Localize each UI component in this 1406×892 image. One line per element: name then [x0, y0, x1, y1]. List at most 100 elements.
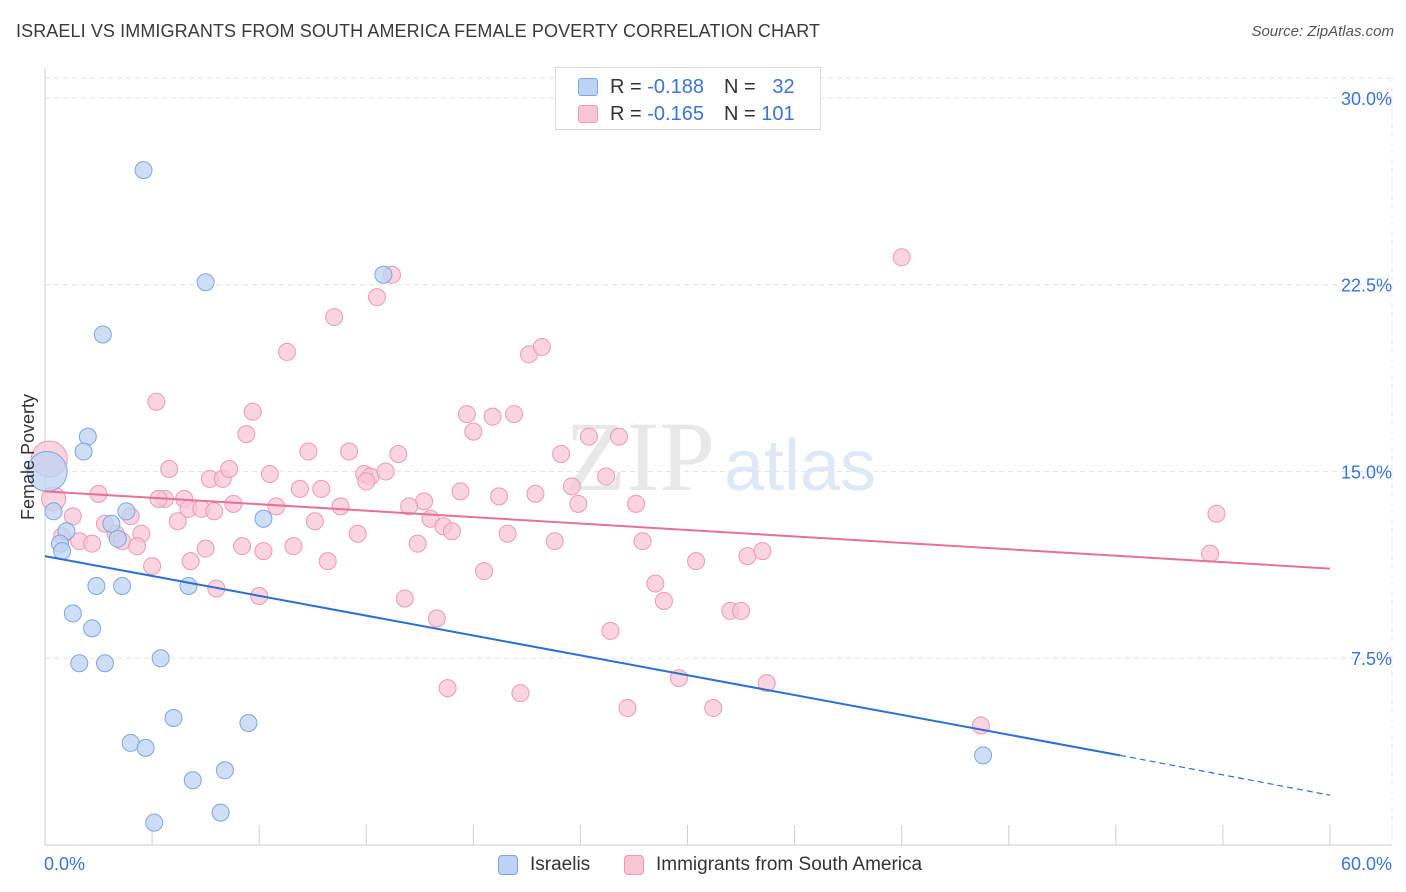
- south-america-point: [475, 562, 494, 581]
- south-america-point: [579, 427, 598, 446]
- south-america-point: [633, 532, 652, 551]
- south-america-point: [545, 532, 564, 551]
- south-america-point: [278, 342, 297, 361]
- points-layer: [26, 161, 1226, 832]
- source-label: Source: ZipAtlas.com: [1251, 23, 1394, 40]
- israelis-point: [183, 771, 202, 790]
- legend-item-south-america[interactable]: Immigrants from South America: [624, 850, 922, 880]
- r-value: -0.188: [647, 75, 704, 98]
- south-america-point: [290, 479, 309, 498]
- israelis-point: [215, 761, 234, 780]
- israelis-point: [78, 427, 97, 446]
- n-label: N =: [723, 102, 756, 125]
- x-tick-label: 0.0%: [44, 854, 85, 874]
- grid-layer: [45, 77, 1393, 845]
- south-america-point: [464, 422, 483, 441]
- israelis-point: [74, 442, 93, 461]
- south-america-point: [738, 547, 757, 566]
- tick-label-layer: 7.5% 15.0% 22.5% 30.0% 0.0% 60.0%: [44, 89, 1392, 874]
- israelis-point: [95, 654, 114, 673]
- south-america-point: [254, 542, 273, 561]
- y-tick-label: 7.5%: [1351, 649, 1392, 669]
- south-america-point: [704, 699, 723, 718]
- south-america-point: [526, 484, 545, 503]
- south-america-point: [732, 601, 751, 620]
- israelis-point: [151, 649, 170, 668]
- south-america-point: [892, 248, 911, 267]
- south-america-point: [654, 591, 673, 610]
- south-america-point: [415, 492, 434, 511]
- israelis-point: [239, 713, 258, 732]
- south-america-point: [318, 552, 337, 571]
- south-america-point: [627, 494, 646, 513]
- x-tick-label: 60.0%: [1341, 854, 1392, 874]
- r-label: R =: [610, 102, 642, 125]
- south-america-point: [1201, 544, 1220, 563]
- israelis-point: [211, 803, 230, 822]
- south-america-point: [340, 442, 359, 461]
- south-america-point: [220, 459, 239, 478]
- south-america-point: [442, 522, 461, 541]
- israelis-point: [121, 733, 140, 752]
- south-america-point: [205, 502, 224, 521]
- y-tick-label: 15.0%: [1341, 462, 1392, 482]
- south-america-point: [438, 679, 457, 698]
- south-america-point: [757, 674, 776, 693]
- israelis-point: [53, 542, 72, 561]
- south-america-point: [569, 494, 588, 513]
- south-america-point: [160, 459, 179, 478]
- south-america-point: [331, 497, 350, 516]
- south-america-point: [128, 537, 147, 556]
- chart-title: ISRAELI VS IMMIGRANTS FROM SOUTH AMERICA…: [16, 21, 821, 41]
- south-america-point: [562, 477, 581, 496]
- south-america-point: [83, 534, 102, 553]
- south-america-swatch: [624, 855, 644, 875]
- south-america-point: [395, 589, 414, 608]
- israelis-point: [179, 577, 198, 596]
- south-america-point: [601, 621, 620, 640]
- n-value: 101: [761, 102, 795, 125]
- south-america-point: [305, 512, 324, 531]
- israelis-point: [83, 619, 102, 638]
- trend-layer: [44, 490, 1331, 796]
- r-value: -0.165: [647, 102, 704, 125]
- south-america-point: [168, 512, 187, 531]
- south-america-point: [483, 407, 502, 426]
- israelis-point: [87, 577, 106, 596]
- south-america-point: [367, 288, 386, 307]
- south-america-point: [63, 507, 82, 526]
- legend-item-israelis[interactable]: Israelis: [498, 850, 590, 880]
- south-america-point: [348, 524, 367, 543]
- stats-legend-row-israelis: R = -0.188 N = 32: [578, 74, 795, 100]
- watermark-zip: ZIP: [565, 401, 715, 512]
- south-america-point: [299, 442, 318, 461]
- r-label: R =: [610, 75, 642, 98]
- south-america-point: [389, 445, 408, 464]
- south-america-point: [1207, 504, 1226, 523]
- south-america-point: [687, 552, 706, 571]
- israelis-point: [145, 813, 164, 832]
- south-america-point: [427, 609, 446, 628]
- n-label: N =: [723, 75, 756, 98]
- south-america-point: [532, 337, 551, 356]
- south-america-point: [312, 479, 331, 498]
- south-america-point: [498, 524, 517, 543]
- watermark-atlas: atlas: [724, 426, 876, 506]
- israelis-point: [117, 502, 136, 521]
- south-america-point: [609, 427, 628, 446]
- israelis-trend-line: [44, 555, 1121, 757]
- israelis-swatch: [578, 78, 598, 96]
- south-america-point: [237, 425, 256, 444]
- south-america-point: [490, 487, 509, 506]
- south-america-point: [646, 574, 665, 593]
- y-tick-label: 22.5%: [1341, 276, 1392, 296]
- series-legend: Israelis Immigrants from South America: [0, 850, 1406, 880]
- y-axis-label: Female Poverty: [18, 394, 38, 520]
- south-america-point: [143, 557, 162, 576]
- israelis-point: [974, 746, 993, 765]
- israelis-point: [254, 509, 273, 528]
- south-america-point: [618, 699, 637, 718]
- south-america-point: [233, 537, 252, 556]
- south-america-point: [181, 552, 200, 571]
